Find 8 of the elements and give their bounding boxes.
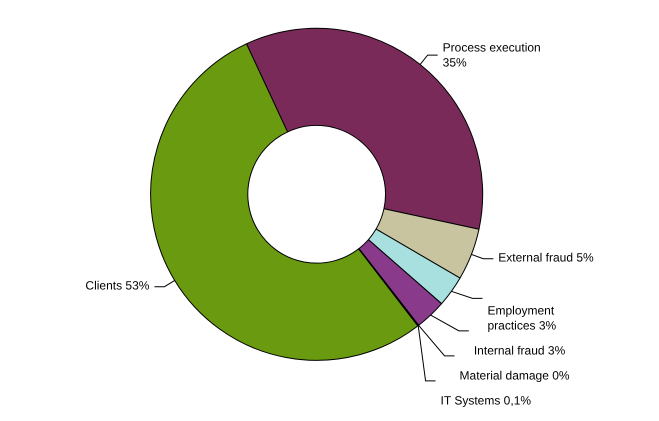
slice-label: External fraud 5% <box>498 250 594 265</box>
slice-label: IT Systems 0,1% <box>440 394 532 408</box>
data-label: 35% <box>442 56 467 70</box>
category-label: Material damage 0% <box>460 368 570 382</box>
slice-label: Employment practices 3% <box>488 304 558 332</box>
slice-label: Process execution <box>442 40 544 55</box>
slice-label: Clients 53% <box>85 278 150 292</box>
slice-label: Internal fraud 3% <box>474 344 566 358</box>
